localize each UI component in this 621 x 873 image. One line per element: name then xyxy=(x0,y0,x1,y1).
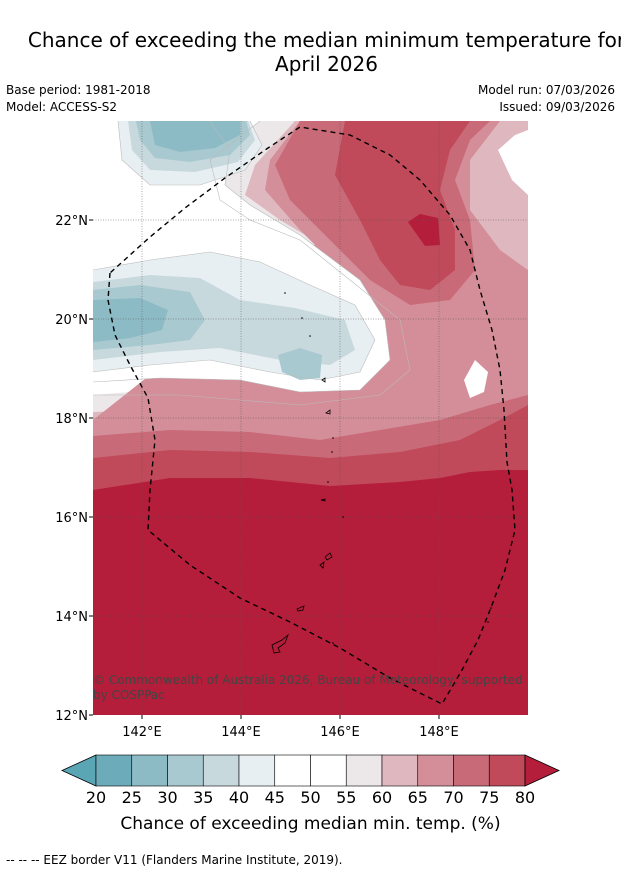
colorbar-segment xyxy=(345,754,383,787)
model-name: Model: ACCESS-S2 xyxy=(6,100,118,114)
colorbar-tick-label: 40 xyxy=(229,788,249,807)
lat-label-16: 16°N xyxy=(55,511,88,526)
islands xyxy=(271,377,333,654)
island-rota xyxy=(296,605,305,612)
footnote: -- -- -- EEZ border V11 (Flanders Marine… xyxy=(6,853,343,867)
contour-mid-blue-west xyxy=(93,298,168,342)
contour-white-spot xyxy=(464,360,488,398)
issued-date: Issued: 09/03/2026 xyxy=(499,100,615,114)
island-tinian-saipan xyxy=(319,552,333,569)
colorbar-segment xyxy=(274,754,311,787)
contour-red-north xyxy=(335,121,470,290)
colorbar-tick-label: 35 xyxy=(193,788,213,807)
lat-label-20: 20°N xyxy=(55,313,88,328)
colorbar-segment xyxy=(167,754,204,787)
colorbar-segment xyxy=(381,754,419,787)
colorbar-segment xyxy=(238,754,276,787)
contour-deep-red-patch xyxy=(408,214,440,246)
colorbar-tick-label: 45 xyxy=(265,788,285,807)
colorbar-extend-high xyxy=(524,754,560,787)
lon-label-142: 142°E xyxy=(122,725,162,740)
map-area: © Commonwealth of Australia 2026, Bureau… xyxy=(93,121,528,715)
colorbar-segment xyxy=(453,754,490,787)
colorbar-extend-low xyxy=(61,754,97,787)
colorbar-segment xyxy=(310,754,347,787)
base-period: Base period: 1981-2018 xyxy=(6,83,151,97)
lat-label-22: 22°N xyxy=(55,214,88,229)
lon-label-148: 148°E xyxy=(419,725,459,740)
title-line-1: Chance of exceeding the median minimum t… xyxy=(27,28,621,52)
copyright-line-2: by COSPPac xyxy=(93,688,165,702)
colorbar-segment xyxy=(202,754,240,787)
colorbar-tick-label: 30 xyxy=(157,788,177,807)
colorbar-tick-label: 80 xyxy=(515,788,535,807)
lon-label-146: 146°E xyxy=(320,725,360,740)
colorbar-tick-label: 20 xyxy=(86,788,106,807)
contour-lines xyxy=(93,121,411,406)
colorbar-tick-label: 60 xyxy=(372,788,392,807)
colorbar-segment xyxy=(488,754,526,787)
contour-white-east xyxy=(498,130,528,195)
colorbar-tick-label: 25 xyxy=(122,788,142,807)
copyright-line-1: © Commonwealth of Australia 2026, Bureau… xyxy=(93,673,523,687)
colorbar-segment xyxy=(131,754,168,787)
island-pagan xyxy=(325,409,331,415)
title-line-2: April 2026 xyxy=(275,52,378,76)
colorbar: 20 25 30 35 40 45 50 55 60 65 70 75 80 xyxy=(61,754,560,807)
colorbar-tick-label: 75 xyxy=(479,788,499,807)
axis-ticks xyxy=(89,219,440,719)
colorbar-segment xyxy=(417,754,454,787)
island-north xyxy=(321,377,326,383)
small-islands xyxy=(284,292,492,644)
lon-label-144: 144°E xyxy=(221,725,261,740)
colorbar-tick-label: 50 xyxy=(300,788,320,807)
model-run: Model run: 07/03/2026 xyxy=(477,83,615,97)
contour-blue-spot xyxy=(278,348,322,380)
colorbar-segment xyxy=(95,754,133,787)
colorbar-tick-label: 55 xyxy=(336,788,356,807)
lat-label-18: 18°N xyxy=(55,412,88,427)
colorbar-title: Chance of exceeding median min. temp. (%… xyxy=(120,814,501,834)
island-guam xyxy=(271,633,289,654)
lat-label-12: 12°N xyxy=(55,709,88,724)
contour-deep-red xyxy=(93,470,528,715)
island-farallon xyxy=(320,498,326,502)
lat-label-14: 14°N xyxy=(55,610,88,625)
eez-border xyxy=(107,126,516,705)
colorbar-tick-label: 65 xyxy=(408,788,428,807)
graticule xyxy=(93,121,528,715)
colorbar-tick-label: 70 xyxy=(443,788,463,807)
contour-mid-blue-north xyxy=(150,121,240,152)
